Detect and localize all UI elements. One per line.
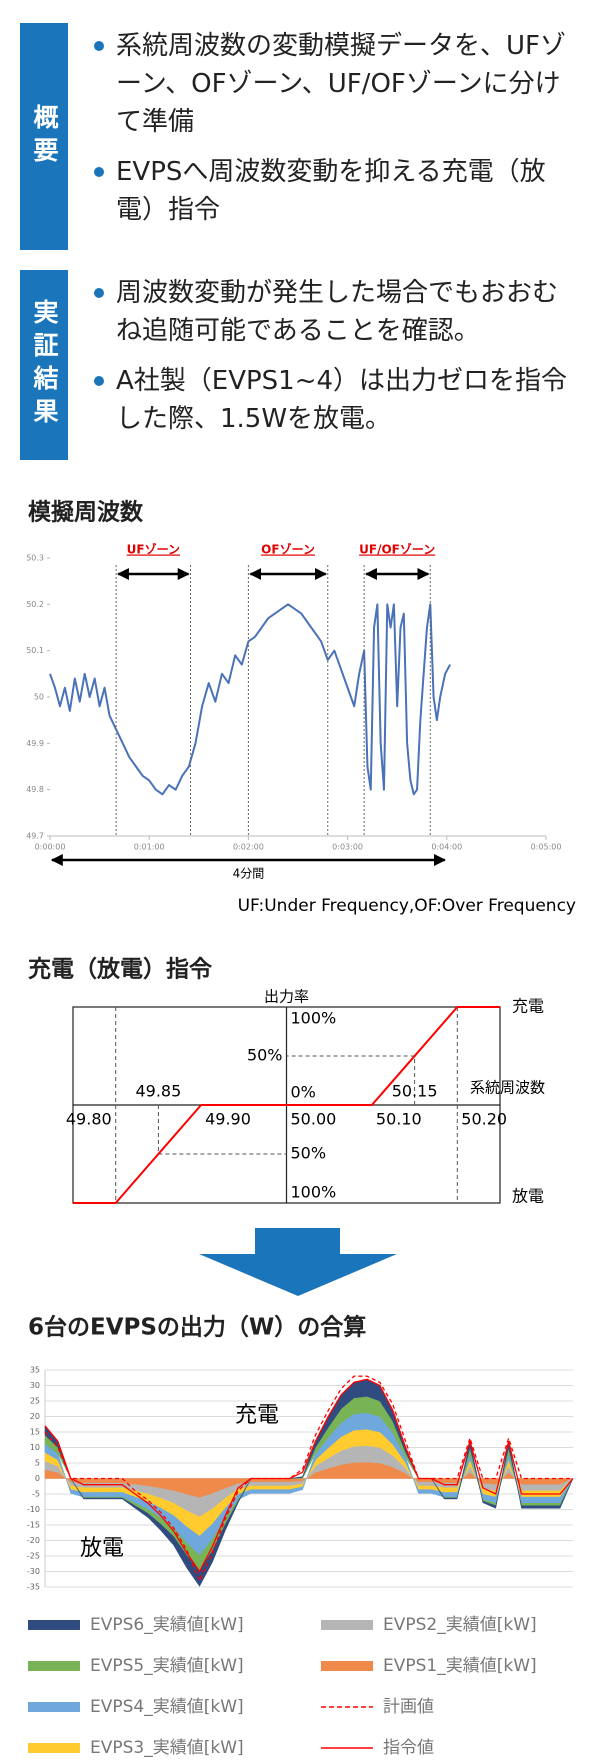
legend-label: EVPS2_実績値[kW] xyxy=(383,1615,537,1635)
legend-swatch xyxy=(321,1661,373,1671)
legend-swatch xyxy=(321,1620,373,1630)
zone-label: UF/OFゾーン xyxy=(359,542,435,557)
x-tick-label: 49.85 xyxy=(135,1082,181,1101)
stacked-area xyxy=(44,1379,574,1587)
y-tick-label: 20 xyxy=(30,1412,40,1421)
y-tick-label: -25 xyxy=(27,1552,40,1561)
legend-label: EVPS4_実績値[kW] xyxy=(90,1697,244,1717)
y-tick-label: 49.8 xyxy=(26,785,44,794)
results-item: 周波数変動が発生した場合でもおおむね追随可能であることを確認。 xyxy=(94,274,582,350)
legend-label: 指令値 xyxy=(383,1738,434,1758)
annotation: 充電 xyxy=(235,1403,279,1428)
y-tick-label: -5 xyxy=(32,1490,40,1499)
x-tick-label: 0:03:00 xyxy=(332,843,363,852)
y-tick-label: 50.3 xyxy=(26,554,44,563)
y-tick-label: 0% xyxy=(291,1083,316,1102)
span-label: 4分間 xyxy=(233,867,265,881)
legend-label: 計画値 xyxy=(383,1697,434,1717)
y-tick-label: 49.9 xyxy=(26,739,44,748)
legend-swatch xyxy=(28,1743,80,1753)
summary-block: 概要 系統周波数の変動模擬データを、UFゾーン、OFゾーン、UF/OFゾーンに分… xyxy=(20,23,582,250)
legend-label: EVPS1_実績値[kW] xyxy=(383,1656,537,1676)
summary-item: 系統周波数の変動模擬データを、UFゾーン、OFゾーン、UF/OFゾーンに分けて準… xyxy=(94,27,582,141)
x-tick-label: 0:00:00 xyxy=(35,843,66,852)
y-tick-label: 50% xyxy=(291,1144,327,1163)
chart-title: 模擬周波数 xyxy=(28,499,144,526)
x-tick-label: 50.00 xyxy=(291,1110,337,1129)
y-tick-label: 50.1 xyxy=(26,646,44,655)
y-tick-label: -20 xyxy=(27,1536,40,1545)
y-tick-label: 49.7 xyxy=(26,832,44,841)
summary-item: EVPSへ周波数変動を抑える充電（放電）指令 xyxy=(94,153,582,229)
data-line xyxy=(73,1006,500,1204)
legend-label: EVPS3_実績値[kW] xyxy=(90,1738,244,1758)
y-tick-label: -10 xyxy=(27,1505,40,1514)
x-tick-label: 50.15 xyxy=(392,1082,438,1101)
x-tick-label: 49.80 xyxy=(66,1110,112,1129)
solid-line xyxy=(44,1378,574,1573)
legend-swatch xyxy=(28,1661,80,1671)
annotation: 放電 xyxy=(512,1187,544,1206)
y-tick-label: 15 xyxy=(30,1428,40,1437)
y-tick-label: 5 xyxy=(35,1459,40,1468)
zone-label: OFゾーン xyxy=(261,542,315,557)
legend-swatch xyxy=(28,1620,80,1630)
data-line xyxy=(49,603,451,796)
chart-title: 充電（放電）指令 xyxy=(28,956,212,983)
summary-label: 概要 xyxy=(20,23,68,250)
results-block: 実証結果 周波数変動が発生した場合でもおおむね追随可能であることを確認。 A社製… xyxy=(20,270,582,460)
y-tick-label: 50 xyxy=(34,693,44,702)
y-tick-label: 50.2 xyxy=(26,600,44,609)
results-item: A社製（EVPS1~4）は出力ゼロを指令した際、1.5Wを放電。 xyxy=(94,362,582,438)
y-axis-label: 出力率 xyxy=(264,988,309,1006)
y-tick-label: 30 xyxy=(30,1381,40,1390)
y-tick-label: 50% xyxy=(247,1046,283,1065)
y-tick-label: 0 xyxy=(35,1474,40,1483)
legend-label: EVPS6_実績値[kW] xyxy=(90,1615,244,1635)
annotation: 充電 xyxy=(512,997,544,1016)
y-tick-label: 100% xyxy=(291,1183,337,1202)
y-tick-label: -35 xyxy=(27,1583,40,1592)
y-tick-label: -15 xyxy=(27,1521,40,1530)
dashed-line xyxy=(44,1375,573,1583)
x-tick-label: 0:04:00 xyxy=(431,843,462,852)
x-tick-label: 50.20 xyxy=(461,1110,507,1129)
flow-arrow xyxy=(199,1228,397,1296)
x-tick-label: 49.90 xyxy=(205,1110,251,1129)
x-tick-label: 0:02:00 xyxy=(233,843,264,852)
x-tick-label: 50.10 xyxy=(376,1110,422,1129)
footnote: UF:Under Frequency,OF:Over Frequency xyxy=(238,896,576,916)
zone-label: UFゾーン xyxy=(127,542,180,557)
legend-swatch xyxy=(28,1702,80,1712)
legend-label: EVPS5_実績値[kW] xyxy=(90,1656,244,1676)
annotation: 放電 xyxy=(80,1536,124,1561)
y-tick-label: 100% xyxy=(291,1009,337,1028)
y-tick-label: 25 xyxy=(30,1397,40,1406)
y-tick-label: -30 xyxy=(27,1567,40,1576)
summary-list: 系統周波数の変動模擬データを、UFゾーン、OFゾーン、UF/OFゾーンに分けて準… xyxy=(68,23,582,250)
y-tick-label: 35 xyxy=(30,1366,40,1375)
x-tick-label: 0:01:00 xyxy=(134,843,165,852)
results-list: 周波数変動が発生した場合でもおおむね追随可能であることを確認。 A社製（EVPS… xyxy=(68,270,582,460)
x-axis-label: 系統周波数 xyxy=(470,1079,545,1097)
chart-title: 6台のEVPSの出力（W）の合算 xyxy=(28,1314,366,1341)
y-tick-label: 10 xyxy=(30,1443,40,1452)
x-tick-label: 0:05:00 xyxy=(531,843,562,852)
results-label: 実証結果 xyxy=(20,270,68,460)
